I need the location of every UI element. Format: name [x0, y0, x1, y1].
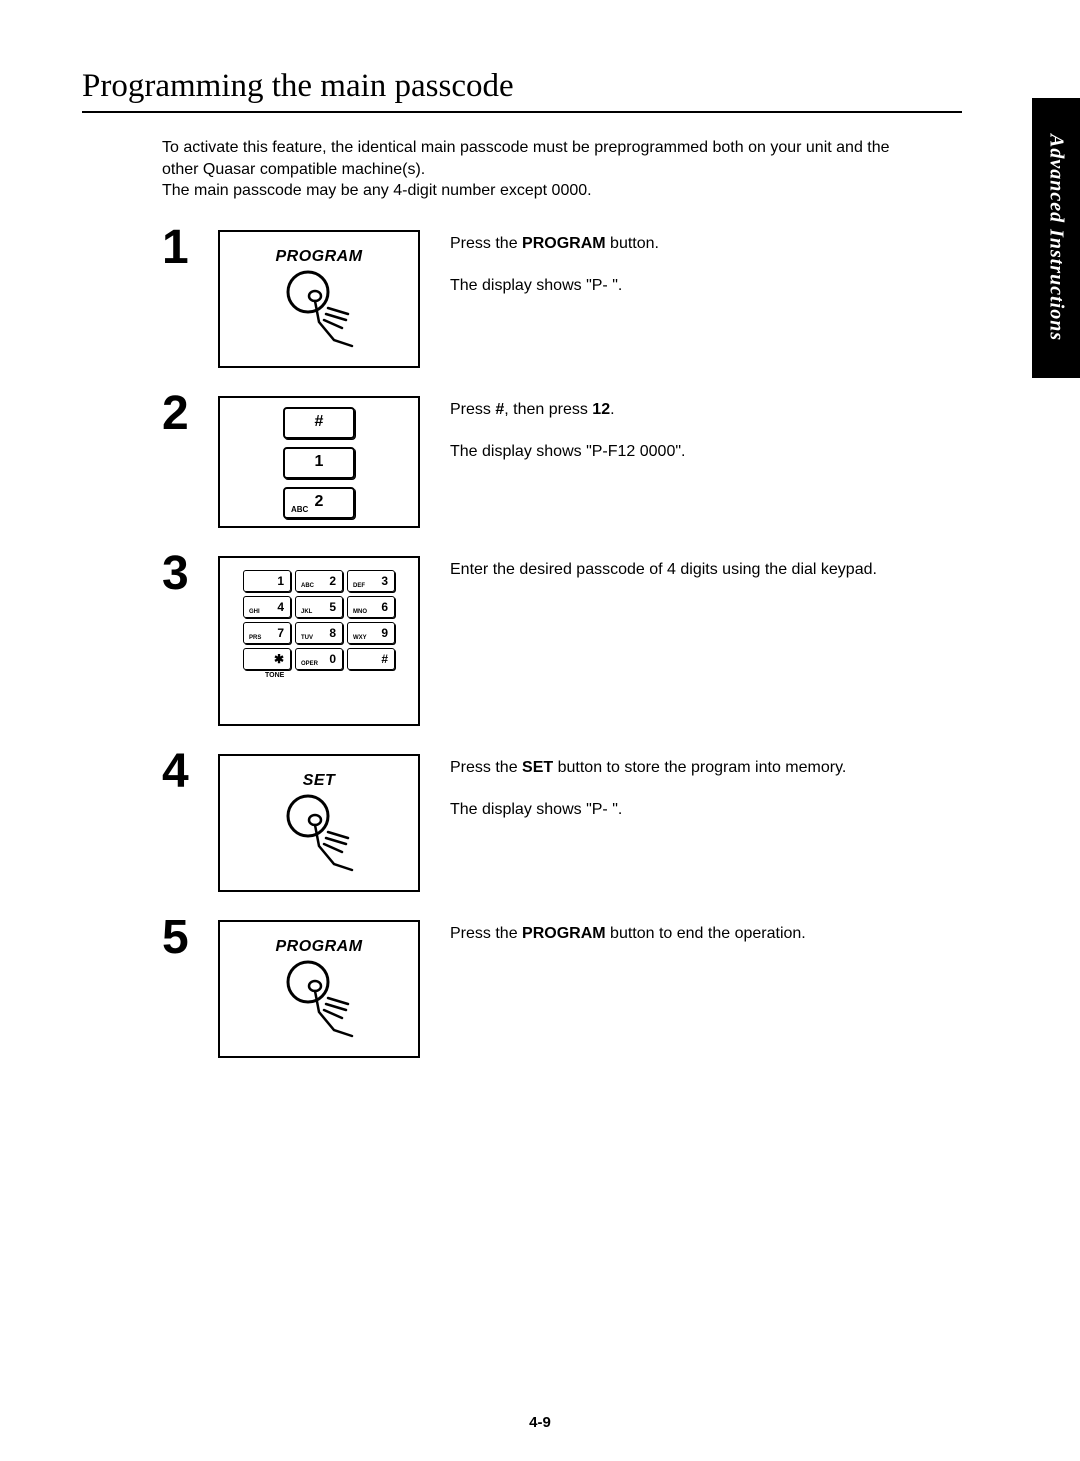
ks: GHI [249, 602, 260, 622]
ks: JKL [301, 602, 312, 622]
step-number: 4 [162, 748, 218, 796]
ks: TUV [301, 628, 313, 648]
step-2-text: Press #, then press 12. The display show… [450, 396, 685, 482]
k: 1 [315, 453, 324, 470]
key-star: ✱ [243, 648, 291, 670]
t: Press [450, 401, 495, 418]
t-bold: PROGRAM [522, 235, 606, 252]
set-button-illustration: SET [218, 754, 420, 892]
side-tab-label: Advanced Instructions [1045, 134, 1068, 341]
tone-label: TONE [265, 672, 395, 679]
t: The display shows "P- ". [450, 274, 659, 298]
t: The display shows "P-F12 0000". [450, 440, 685, 464]
step-3-text: Enter the desired passcode of 4 digits u… [450, 556, 877, 600]
step-number: 3 [162, 550, 218, 598]
t: button. [606, 235, 659, 252]
k: 3 [381, 574, 388, 588]
title-rule [82, 111, 962, 113]
step-1: 1 PROGRAM Press the PROGRAM button. The … [162, 230, 1010, 368]
t-bold: 12 [592, 401, 610, 418]
key-9: WXY9 [347, 622, 395, 644]
one-key: 1 [283, 447, 355, 479]
k: 6 [381, 600, 388, 614]
k: # [315, 413, 324, 430]
intro-line-2: The main passcode may be any 4-digit num… [162, 182, 592, 199]
program-button-illustration: PROGRAM [218, 230, 420, 368]
k: 1 [277, 574, 284, 588]
two-key: ABC2 [283, 487, 355, 519]
k: 2 [329, 574, 336, 588]
key-2: ABC2 [295, 570, 343, 592]
step-number: 5 [162, 914, 218, 962]
hand-press-icon [274, 960, 364, 1038]
intro-line-1: To activate this feature, the identical … [162, 139, 890, 178]
intro-text: To activate this feature, the identical … [162, 137, 922, 202]
key-5: JKL5 [295, 596, 343, 618]
k: 5 [329, 600, 336, 614]
ks: DEF [353, 576, 365, 596]
key-8: TUV8 [295, 622, 343, 644]
k: 4 [277, 600, 284, 614]
k: 9 [381, 626, 388, 640]
k: 0 [329, 652, 336, 666]
t: , then press [504, 401, 592, 418]
k: 7 [277, 626, 284, 640]
ks: WXY [353, 628, 367, 648]
t: . [610, 401, 614, 418]
t: Press the [450, 235, 522, 252]
step-3: 3 1 ABC2 DEF3 GHI4 JKL5 MNO6 [162, 556, 1010, 726]
dial-keypad: 1 ABC2 DEF3 GHI4 JKL5 MNO6 PRS7 TUV8 [243, 570, 395, 679]
step-4: 4 SET Press the SET button to store the … [162, 754, 1010, 892]
t-bold: SET [522, 759, 553, 776]
program-button-illustration: PROGRAM [218, 920, 420, 1058]
page-number: 4-9 [0, 1414, 1080, 1431]
hash-12-illustration: # 1 ABC2 [218, 396, 420, 528]
step-5-text: Press the PROGRAM button to end the oper… [450, 920, 806, 964]
t: button to end the operation. [606, 925, 806, 942]
set-label: SET [220, 772, 418, 790]
key-7: PRS7 [243, 622, 291, 644]
step-4-text: Press the SET button to store the progra… [450, 754, 846, 840]
page-title: Programming the main passcode [82, 68, 1010, 105]
t-bold: PROGRAM [522, 925, 606, 942]
ks: ABC [291, 497, 308, 523]
hand-press-icon [274, 270, 364, 348]
hand-press-icon [274, 794, 364, 872]
t: Press the [450, 925, 522, 942]
key-0: OPER0 [295, 648, 343, 670]
key-1: 1 [243, 570, 291, 592]
key-hash: # [347, 648, 395, 670]
key-6: MNO6 [347, 596, 395, 618]
ks: PRS [249, 628, 261, 648]
t: button to store the program into memory. [553, 759, 846, 776]
step-number: 2 [162, 390, 218, 438]
t: Press the [450, 759, 522, 776]
key-4: GHI4 [243, 596, 291, 618]
step-1-text: Press the PROGRAM button. The display sh… [450, 230, 659, 316]
t-bold: # [495, 401, 504, 418]
step-5: 5 PROGRAM Press the PROGRAM button to en… [162, 920, 1010, 1058]
keypad-illustration: 1 ABC2 DEF3 GHI4 JKL5 MNO6 PRS7 TUV8 [218, 556, 420, 726]
program-label: PROGRAM [220, 248, 418, 266]
k: ✱ [274, 652, 284, 666]
ks: MNO [353, 602, 367, 622]
key-3: DEF3 [347, 570, 395, 592]
step-2: 2 # 1 ABC2 Press #, then press 12. The d… [162, 396, 1010, 528]
t: The display shows "P- ". [450, 798, 846, 822]
k: 2 [315, 493, 324, 510]
ks: ABC [301, 576, 314, 596]
k: # [381, 652, 388, 666]
hash-key: # [283, 407, 355, 439]
ks: OPER [301, 654, 318, 674]
k: 8 [329, 626, 336, 640]
t: Enter the desired passcode of 4 digits u… [450, 558, 877, 582]
step-number: 1 [162, 224, 218, 272]
program-label: PROGRAM [220, 938, 418, 956]
side-tab: Advanced Instructions [1032, 98, 1080, 378]
